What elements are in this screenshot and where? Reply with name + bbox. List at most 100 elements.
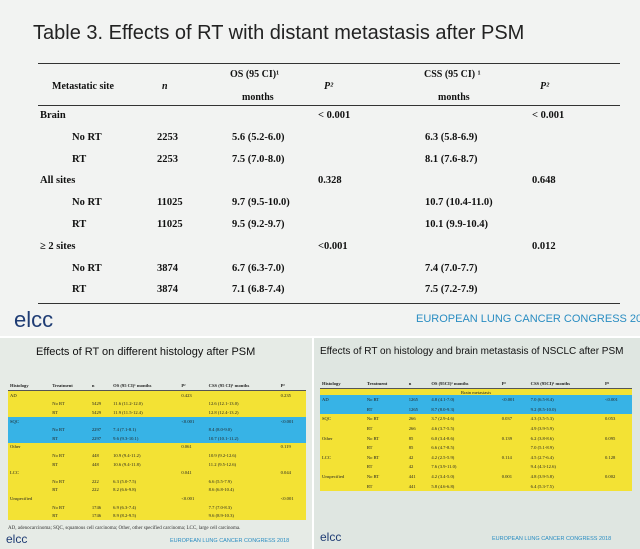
cell-h [8,511,50,520]
cell-n: 85 [408,445,414,451]
table-row: No RT 222 6.3 (5.0-7.5) 6.6 (5.5-7.9) [8,476,306,486]
cell-p2: 0.044 [280,470,291,476]
cell-n [90,417,111,426]
brain-metastasis-table: Histology Treatment n OS (95CI)¹ months P² CS… [320,378,632,491]
header-os: OS (95 CI)¹ [230,69,280,80]
cell-t: RT [52,409,58,415]
cell-p1 [500,462,529,472]
cell-h: Unspecified [10,495,33,501]
table-row: RT 5429 11.9 (11.5-12.4) 12.8 (12.4-13.2) [8,408,306,417]
row-site: RT [72,219,87,230]
cell-os: 8.9 (8.2-9.5) [113,513,137,519]
cell-t: No RT [366,474,380,480]
cell-p1: 0.061 [181,444,192,450]
cell-t: No RT [52,401,65,407]
cell-n: 222 [91,478,99,484]
cell-t: No RT [366,416,380,422]
cell-p2 [279,503,306,512]
cell-p2 [279,477,306,486]
cell-h: LCC [10,470,19,476]
cell-h: Other [10,444,21,450]
cell-os: 11.6 (11.2-12.0) [113,401,143,407]
cell-h: Unspecified [322,474,345,480]
cell-t [50,417,90,426]
cell-os: 11.9 (11.5-12.4) [113,409,143,415]
top-slide-title: Table 3. Effects of RT with distant meta… [33,22,525,44]
row-os: 5.6 (5.2-6.0) [232,131,285,143]
elcc-logo-text: elcc [14,307,54,332]
cell-css: 8.4 (8.0-9.0) [208,427,232,433]
table-row: RT 1265 8.7 (8.0-9.3) 9.2 (8.5-10.0) [320,404,632,415]
histology-table: Histology Treatment n OS (95 CI)¹ months P² C… [8,380,306,520]
table-row: RT 1746 8.9 (8.2-9.5) 9.6 (8.9-10.3) [8,511,306,520]
row-site: RT [72,284,87,296]
cell-p1 [179,503,206,512]
cell-css: 9.6 (8.9-10.3) [208,513,234,519]
congress-name: EUROPEAN LUNG CANCER CONGRESS 2018 [416,313,640,325]
cell-h [8,400,50,409]
cell-p2: 0.002 [604,474,616,480]
cell-n: 2297 [91,427,102,433]
cell-n: 448 [91,452,99,458]
cell-t: No RT [52,452,65,458]
table-row: Other 0.061 0.119 [8,442,306,452]
cell-os: 7.6 (3.9-11.0) [431,464,457,470]
cell-t [50,391,90,400]
header-css: CSS (95 CI) ¹ [424,69,481,80]
histology-footnote: AD, adenocarcinoma; SQC, squamous cell c… [8,526,241,531]
row-os: 6.7 (6.3-7.0) [232,262,285,274]
cell-p1: <0.001 [181,418,195,424]
cell-p2 [279,425,306,434]
table-row: Unspecified No RT 441 4.2 (3.4-5.0) 0.001 4.8… [320,471,632,482]
column-header: P² [179,380,207,391]
cell-css: 10.7 (10.1-11.2) [208,435,239,441]
cell-p2: 0.053 [604,416,616,422]
cell-css: 8.6 (6.8-10.4) [208,487,234,493]
cell-os: 8.2 (6.6-9.8) [113,487,137,493]
cell-n: 42 [408,464,414,470]
row-site: Brain [40,110,66,121]
elcc-logo: elcc [14,307,53,333]
cell-p2 [603,424,632,434]
cell-os [111,494,179,503]
cell-css: 6.6 (5.5-7.9) [208,478,232,484]
cell-h [8,503,50,512]
row-site: No RT [72,197,102,209]
cell-os: 6.9 (6.3-7.4) [113,504,137,510]
row-n: 3874 [157,284,178,296]
table-row: RT 441 5.8 (4.6-6.8) 6.4 (5.3-7.5) [320,481,632,491]
elcc-logo: elcc [320,530,341,544]
column-header: Histology [320,378,365,389]
cell-p1 [500,443,529,453]
cell-os [111,417,179,426]
elcc-logo-text: elcc [6,532,28,546]
column-header: OS (95 CI)¹ months [111,380,180,391]
cell-n: 266 [408,426,416,432]
cell-os: 4.6 (3.7-5.5) [431,426,455,432]
cell-p2 [603,481,632,491]
cell-h: Other [322,435,333,441]
cell-n [90,494,111,503]
cell-t [50,443,90,452]
cell-t [50,468,90,477]
row-p1: <0.001 [318,240,348,252]
cell-css: 11.2 (9.5-12.6) [208,461,237,467]
cell-p2 [279,486,306,495]
cell-p2: <0.001 [280,418,294,424]
cell-h: AD [322,397,329,403]
cell-os: 7.4 (7.1-8.1) [113,427,137,433]
cell-n: 2297 [91,435,102,441]
cell-css: 7.7 (7.0-8.3) [208,504,232,510]
cell-css: 12.8 (12.4-13.2) [208,409,239,415]
cell-os: 5.8 (4.6-6.8) [431,483,455,489]
table-row: LCC 0.041 0.044 [8,468,306,477]
cell-p1 [500,481,529,491]
table-row: AD 0.423 0.235 [8,390,306,400]
row-p1: < 0.001 [318,110,351,121]
cell-n: 1265 [408,397,418,403]
row-css: 6.3 (5.8-6.9) [425,131,478,143]
cell-n: 1746 [91,513,102,519]
bottom-right-slide: Effects of RT on histology and brain met… [314,338,640,549]
table-row: RT 42 7.6 (3.9-11.0) 9.4 (4.3-12.6) [320,462,632,472]
cell-os: 6.0 (3.4-8.6) [431,435,455,441]
